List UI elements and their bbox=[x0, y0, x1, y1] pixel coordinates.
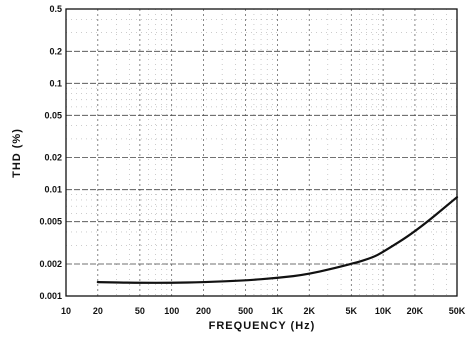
x-tick-label: 50K bbox=[449, 306, 466, 316]
x-tick-label: 10K bbox=[375, 306, 392, 316]
grid bbox=[66, 9, 457, 296]
y-tick-label: 0.02 bbox=[44, 153, 62, 163]
y-tick-label: 0.01 bbox=[44, 185, 62, 195]
x-tick-label: 50 bbox=[135, 306, 145, 316]
y-axis-label: THD (%) bbox=[11, 128, 23, 178]
x-tick-label: 10 bbox=[61, 306, 71, 316]
y-tick-label: 0.002 bbox=[39, 259, 62, 269]
series-layer bbox=[96, 196, 459, 284]
x-tick-label: 200 bbox=[196, 306, 211, 316]
x-tick-labels: 10 20 50 100 200 500 1K 2K 5K 10K 20K 50K bbox=[61, 306, 466, 316]
x-tick-label: 5K bbox=[346, 306, 358, 316]
x-axis-label: FREQUENCY (Hz) bbox=[209, 320, 316, 332]
x-tick-label: 500 bbox=[238, 306, 253, 316]
plot-frame bbox=[65, 8, 458, 297]
y-tick-label: 0.5 bbox=[49, 4, 62, 14]
x-tick-label: 2K bbox=[303, 306, 315, 316]
thd-series-line bbox=[96, 196, 459, 284]
x-tick-label: 20 bbox=[93, 306, 103, 316]
y-tick-label: 0.05 bbox=[44, 110, 62, 120]
x-tick-label: 20K bbox=[407, 306, 424, 316]
y-tick-label: 0.1 bbox=[49, 78, 62, 88]
y-tick-label: 0.001 bbox=[39, 291, 62, 301]
y-tick-label: 0.2 bbox=[49, 46, 62, 56]
y-tick-labels: 0.001 0.002 0.005 0.01 0.02 0.05 0.1 0.2 0.5 bbox=[39, 4, 62, 301]
x-tick-label: 100 bbox=[164, 306, 179, 316]
x-tick-label: 1K bbox=[272, 306, 284, 316]
y-tick-label: 0.005 bbox=[39, 217, 62, 227]
